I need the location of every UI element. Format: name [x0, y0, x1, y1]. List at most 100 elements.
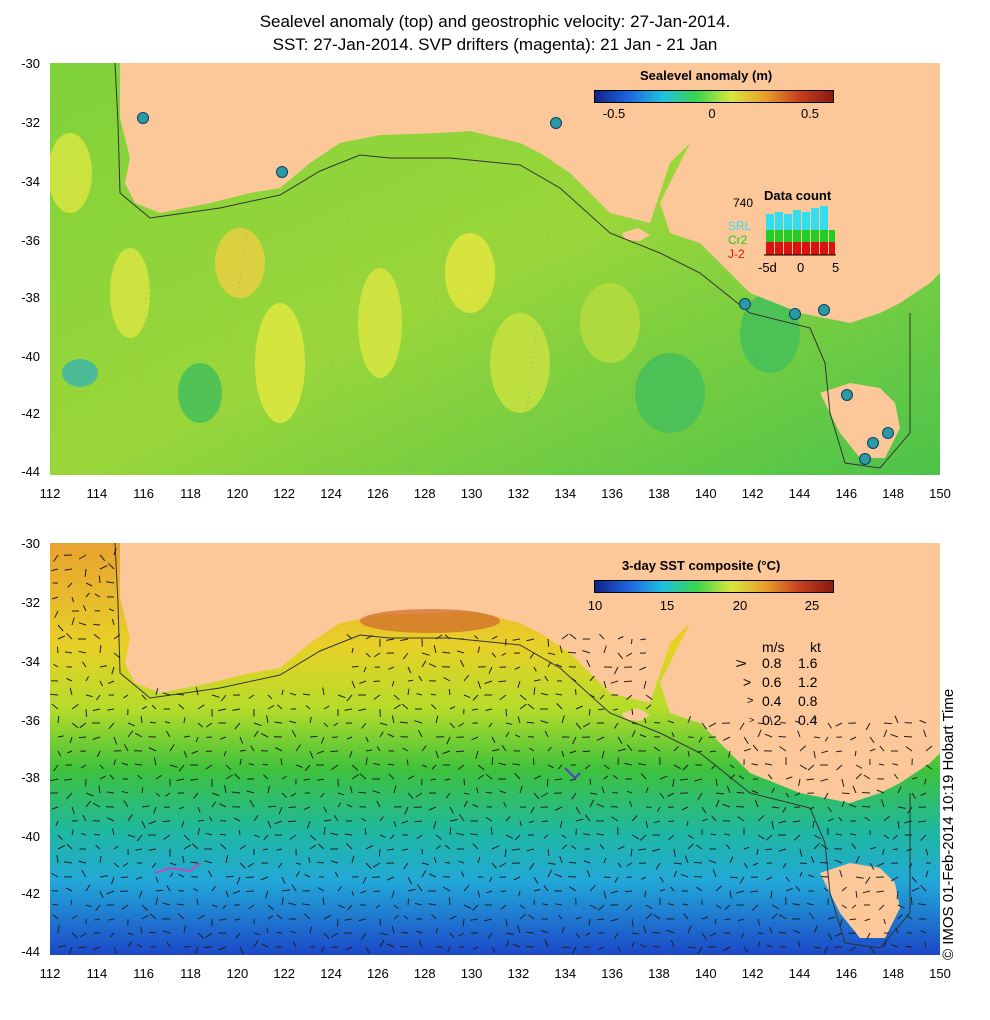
velocity-arrow — [668, 820, 675, 823]
velocity-arrow — [98, 575, 101, 584]
velocity-arrow — [331, 764, 339, 771]
velocity-arrow — [393, 704, 401, 710]
velocity-arrow — [267, 820, 272, 829]
velocity-arrow — [361, 817, 367, 822]
velocity-arrow — [673, 745, 679, 752]
velocity-arrow — [358, 918, 367, 922]
data-count-xlabel: 5 — [832, 260, 840, 275]
x-tick: 146 — [835, 486, 858, 501]
sst-colorbar-title: 3-day SST composite (°C) — [622, 558, 781, 573]
velocity-arrow — [501, 744, 507, 752]
velocity-arrow — [292, 941, 297, 948]
velocity-arrow — [360, 890, 367, 894]
velocity-arrow — [643, 680, 647, 689]
velocity-arrow — [127, 722, 135, 727]
velocity-arrow — [839, 918, 843, 927]
velocity-arrow — [137, 774, 143, 780]
velocity-arrow — [387, 848, 395, 851]
sla-colorbar-tick: -0.5 — [602, 106, 626, 121]
tasmania — [820, 383, 900, 458]
velocity-arrow — [778, 848, 787, 852]
velocity-arrow — [71, 915, 78, 920]
velocity-arrow — [855, 890, 858, 898]
velocity-arrow — [85, 792, 94, 797]
velocity-arrow — [390, 834, 395, 840]
velocity-arrow — [149, 931, 157, 934]
velocity-arrow — [177, 913, 185, 920]
velocity-arrow — [771, 806, 780, 809]
velocity-arrow — [785, 776, 793, 780]
y-tick: -32 — [21, 595, 40, 610]
velocity-arrow — [57, 945, 66, 948]
velocity-arrow — [869, 846, 877, 850]
velocity-arrow — [178, 704, 185, 710]
sst-map — [50, 543, 940, 955]
velocity-arrow — [449, 915, 457, 920]
velocity-arrow — [631, 730, 636, 738]
velocity-arrow — [686, 820, 689, 827]
velocity-arrow — [785, 888, 793, 892]
velocity-arrow — [668, 834, 675, 841]
velocity-arrow — [178, 873, 185, 878]
velocity-arrow — [728, 750, 731, 758]
velocity-arrow — [281, 897, 284, 906]
velocity-arrow — [610, 890, 619, 894]
velocity-arrow — [701, 818, 708, 822]
velocity-arrow — [141, 904, 149, 911]
velocity-arrow — [71, 703, 79, 710]
velocity-arrow — [750, 890, 759, 893]
velocity-arrow — [769, 927, 773, 934]
velocity-arrow — [428, 903, 437, 906]
velocity-arrow — [106, 791, 115, 794]
velocity-arrow — [162, 930, 171, 934]
velocity-arrow — [113, 862, 120, 868]
velocity-arrow — [617, 946, 622, 952]
velocity-arrow — [253, 722, 262, 727]
velocity-arrow — [349, 785, 353, 794]
velocity-arrow — [709, 932, 717, 937]
velocity-arrow — [599, 694, 605, 700]
velocity-arrow — [505, 834, 514, 839]
velocity-arrow — [295, 764, 303, 768]
velocity-arrow — [682, 764, 689, 771]
velocity-arrow — [379, 834, 386, 838]
velocity-arrow — [99, 875, 108, 878]
velocity-arrow — [79, 722, 87, 729]
velocity-arrow — [330, 832, 339, 836]
velocity-arrow — [769, 716, 773, 724]
velocity-arrow — [309, 926, 313, 934]
velocity-arrow-icon: > — [735, 655, 747, 671]
velocity-arrow — [568, 876, 577, 878]
velocity-arrow — [778, 736, 787, 738]
velocity-arrow — [491, 946, 496, 953]
velocity-arrow — [724, 904, 731, 910]
velocity-arrow — [670, 939, 675, 948]
velocity-arrow — [491, 845, 500, 850]
velocity-arrow — [190, 778, 199, 781]
velocity-arrow — [120, 890, 129, 892]
y-tick: -30 — [21, 536, 40, 551]
sla-colorbar-tick: 0.5 — [800, 106, 820, 121]
velocity-arrow — [890, 733, 899, 738]
velocity-arrow — [710, 833, 717, 836]
data-count-xlabel: -5d — [758, 260, 777, 275]
velocity-arrow — [654, 722, 661, 724]
velocity-arrow — [515, 734, 521, 738]
velocity-arrow — [148, 747, 157, 752]
velocity-arrow — [435, 715, 439, 724]
velocity-arrow — [82, 814, 87, 822]
velocity-arrow — [362, 876, 367, 884]
velocity-arrow — [561, 750, 565, 757]
velocity-arrow — [655, 862, 661, 870]
velocity-arrow — [442, 651, 451, 654]
velocity-arrow — [526, 848, 535, 852]
velocity-arrow — [684, 855, 689, 864]
velocity-arrow — [610, 918, 619, 922]
velocity-arrow — [743, 862, 749, 869]
velocity-arrow — [925, 764, 933, 770]
velocity-arrow — [489, 876, 493, 883]
velocity-arrow — [601, 750, 605, 759]
velocity-arrow — [84, 568, 87, 577]
velocity-arrow — [771, 904, 780, 910]
velocity-arrow — [416, 930, 423, 934]
